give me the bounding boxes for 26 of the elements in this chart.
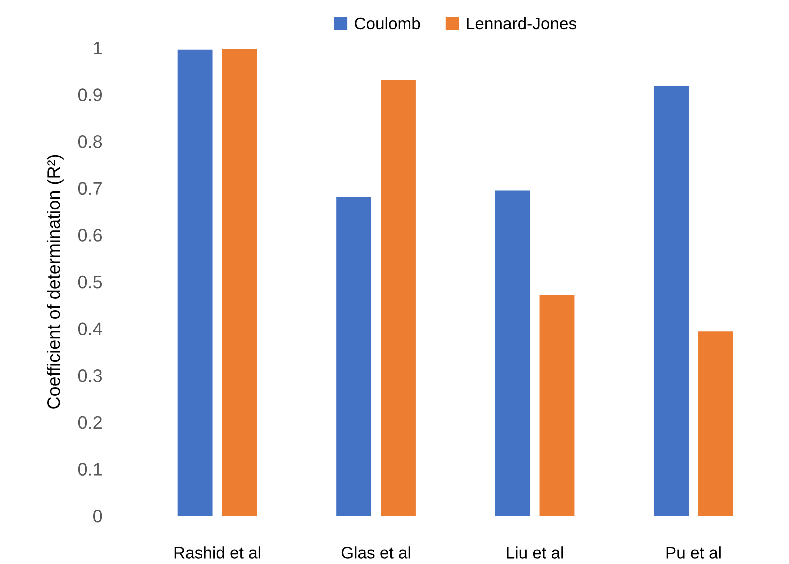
x-tick-label: Liu et al (507, 546, 564, 559)
bar (698, 332, 734, 516)
bar (222, 49, 258, 516)
y-tick-label: 0.1 (78, 463, 102, 476)
bar (381, 80, 416, 516)
x-tick-label: Glas et al (342, 546, 410, 559)
bar (654, 86, 689, 516)
bar (178, 50, 213, 516)
y-tick-label: 1 (94, 42, 102, 54)
legend-label: Lennard-Jones (467, 17, 576, 30)
y-tick-label: 0 (94, 510, 102, 523)
y-tick-label: 0.9 (78, 88, 102, 102)
legend-label: Coulomb (355, 17, 420, 30)
y-tick-label: 0.5 (78, 276, 102, 289)
bar (540, 295, 575, 516)
x-tick-label: Pu et al (666, 546, 721, 559)
x-tick-label: Rashid et al (174, 546, 260, 559)
y-tick-label: 0.3 (78, 370, 102, 382)
y-tick-label: 0.6 (78, 229, 102, 242)
y-tick-label: 0.7 (78, 182, 102, 196)
bar (336, 197, 372, 516)
y-tick-label: 0.2 (78, 416, 102, 430)
y-axis-title: Coefficient of determination (R²) (47, 155, 64, 409)
y-tick-label: 0.4 (78, 322, 102, 336)
y-tick-label: 0.8 (78, 136, 102, 148)
bar (495, 190, 530, 516)
